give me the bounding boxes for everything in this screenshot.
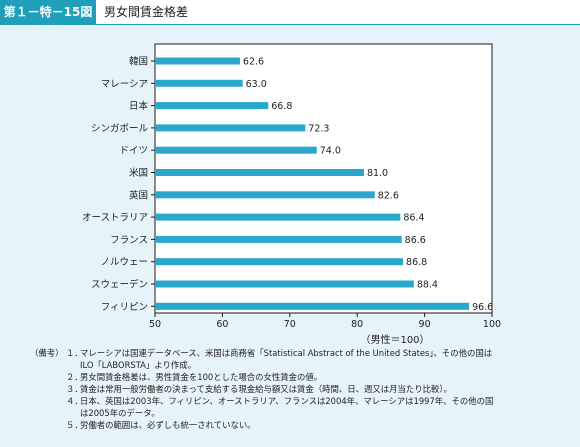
value-label: 88.4: [417, 280, 438, 291]
bar: [155, 79, 243, 87]
category-label: フィリピン: [101, 302, 148, 313]
x-tick-label: 100: [483, 319, 501, 330]
value-label: 81.0: [367, 168, 388, 179]
x-tick-label: 90: [419, 319, 431, 330]
note-number: ３．: [66, 384, 83, 394]
x-axis-label: （男性＝100）: [360, 333, 429, 345]
note-number: ４．: [66, 396, 83, 406]
bar: [155, 302, 470, 310]
category-label: マレーシア: [101, 79, 148, 90]
title-bar: 第１－特－15図 男女間賃金格差: [0, 0, 580, 25]
value-label: 72.3: [308, 123, 329, 134]
note-text: 賃金は常用一般労働者の決まって支給する現金給与額又は賃金（時間、日、週又は月当た…: [80, 384, 452, 394]
bar: [155, 213, 401, 221]
bar: [155, 124, 306, 132]
category-label: 英国: [129, 189, 148, 201]
value-label: 74.0: [320, 146, 341, 157]
note-text: マレーシアは国連データベース、米国は商務省「Statistical Abstra…: [80, 348, 493, 358]
bar: [155, 169, 364, 176]
plot-area: [154, 43, 493, 314]
bar: [155, 57, 240, 65]
value-label: 86.8: [406, 257, 427, 268]
bar: [155, 280, 414, 288]
note-text: 労働者の範囲は、必ずしも統一されていない。: [80, 420, 256, 430]
note-item: ２． 男女間賃金格差は、男性賃金を100とした場合の女性賃金の値。: [30, 371, 575, 383]
note-item: ３． 賃金は常用一般労働者の決まって支給する現金給与額又は賃金（時間、日、週又は…: [30, 383, 575, 395]
category-label: 韓国: [129, 57, 148, 68]
bar-chart: 韓国 62.6 マレーシア 63.0 日本 66.8 シンガポール 72.3 ドイツ 74.0 米国…: [82, 43, 501, 345]
figure-title: 男女間賃金格差: [104, 5, 189, 19]
figure-label: 第１－特－15図: [0, 0, 96, 25]
value-label: 66.8: [271, 101, 292, 112]
note-item: ５． 労働者の範囲は、必ずしも統一されていない。: [30, 419, 575, 431]
value-label: 63.0: [246, 79, 267, 90]
title-rule: [0, 24, 580, 25]
note-text: 日本、英国は2003年、フィリピン、オーストラリア、フランスは2004年、マレー…: [80, 396, 494, 406]
x-tick-label: 70: [284, 319, 296, 330]
category-label: スウェーデン: [91, 279, 148, 291]
note-number: ５．: [66, 420, 83, 430]
notes-head: （備考）: [30, 348, 64, 358]
bar: [155, 102, 269, 110]
notes: （備考） １． マレーシアは国連データベース、米国は商務省「Statistica…: [30, 347, 575, 431]
note-number: １．: [66, 348, 83, 358]
bar: [155, 235, 402, 243]
x-axis: 50 60 70 80 90 100: [149, 313, 501, 330]
note-text: 男女間賃金格差は、男性賃金を100とした場合の女性賃金の値。: [80, 372, 323, 382]
value-label: 86.6: [405, 235, 426, 246]
category-label: オーストラリア: [82, 213, 148, 224]
bar: [155, 258, 404, 266]
x-tick-label: 50: [149, 319, 161, 330]
note-number: ２．: [66, 372, 83, 382]
bars-layer: 韓国 62.6 マレーシア 63.0 日本 66.8 シンガポール 72.3 ドイツ 74.0 米国…: [82, 57, 493, 313]
category-label: ノルウェー: [100, 257, 148, 268]
bar: [155, 146, 317, 154]
value-label: 62.6: [243, 57, 264, 68]
category-label: ドイツ: [119, 146, 148, 157]
note-item: ４． 日本、英国は2003年、フィリピン、オーストラリア、フランスは2004年、…: [30, 395, 575, 407]
category-label: 米国: [129, 167, 148, 179]
x-tick-label: 80: [351, 319, 363, 330]
value-label: 96.6: [472, 302, 493, 313]
category-label: 日本: [129, 100, 149, 112]
x-tick-label: 60: [216, 319, 228, 330]
value-label: 86.4: [403, 213, 424, 224]
category-label: フランス: [110, 235, 148, 246]
value-label: 82.6: [378, 190, 399, 201]
note-item: （備考） １． マレーシアは国連データベース、米国は商務省「Statistica…: [30, 347, 575, 359]
bar: [155, 191, 375, 199]
note-text: は2005年のデータ。: [80, 408, 160, 418]
category-label: シンガポール: [91, 123, 149, 134]
note-text: ILO「LABORSTA」より作成。: [80, 360, 196, 370]
